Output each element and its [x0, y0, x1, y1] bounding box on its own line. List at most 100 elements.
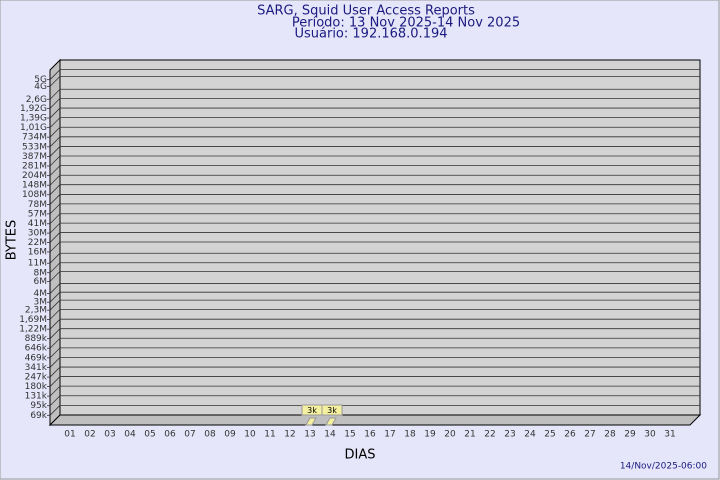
grid-line	[49, 155, 61, 167]
y-tick-label: 108M	[22, 190, 47, 200]
x-tick-label: 16	[364, 430, 376, 440]
grid-line	[49, 165, 61, 176]
y-tick-label: 4M	[34, 289, 48, 299]
grid-line	[49, 194, 61, 205]
y-tick-label: 1,39G	[20, 114, 47, 124]
y-tick-label: 95k	[30, 401, 47, 411]
y-tick-label: 148M	[22, 181, 47, 191]
x-tick-label: 12	[284, 430, 295, 440]
x-tick-label: 11	[264, 430, 275, 440]
grid-line	[49, 213, 61, 225]
x-tick-label: 04	[124, 430, 136, 440]
x-tick-label: 18	[404, 430, 416, 440]
x-tick-label: 03	[104, 430, 115, 440]
grid-line	[49, 385, 61, 397]
x-tick-label: 22	[484, 430, 495, 440]
bar	[325, 417, 337, 426]
x-tick-label: 10	[244, 430, 256, 440]
y-tick-label: 387M	[22, 152, 47, 162]
x-tick-label: 13	[304, 430, 315, 440]
x-tick-label: 07	[184, 430, 195, 440]
grid-line	[49, 76, 61, 87]
grid-line	[49, 146, 61, 157]
grid-line	[49, 174, 61, 186]
grid-line	[49, 136, 61, 148]
y-tick-label: 1,92G	[20, 104, 47, 114]
x-tick-label: 02	[84, 430, 95, 440]
y-tick-label: 1,22M	[19, 325, 47, 335]
x-tick-label: 08	[204, 430, 216, 440]
y-tick-label: 180k	[25, 382, 48, 392]
y-tick-label: 69k	[30, 411, 47, 421]
y-tick-label: 3M	[34, 298, 48, 308]
x-tick-label: 24	[524, 430, 536, 440]
grid-line	[49, 252, 61, 264]
y-tick-label: 41M	[28, 219, 47, 229]
grid-line	[49, 107, 61, 119]
x-tick-label: 05	[144, 430, 155, 440]
grid-line	[49, 117, 61, 128]
y-tick-label: 5G	[34, 75, 47, 85]
grid-line	[49, 347, 61, 359]
bar	[305, 417, 317, 426]
x-tick-label: 25	[544, 430, 555, 440]
y-tick-label: 1,01G	[20, 123, 47, 133]
grid-line	[49, 88, 61, 100]
x-tick-label: 17	[384, 430, 395, 440]
grid-line	[49, 232, 61, 243]
y-tick-label: 4G	[34, 82, 47, 92]
y-tick-label: 1,69M	[19, 315, 47, 325]
y-tick-label: 281M	[22, 162, 47, 172]
y-tick-label: 16M	[28, 247, 47, 257]
y-tick-label: 341k	[25, 363, 48, 373]
side-wall	[49, 58, 61, 427]
grid-line	[49, 184, 61, 195]
y-axis-label: BYTES	[5, 220, 20, 261]
grid-line	[49, 357, 61, 368]
chart-user: Usuário: 192.168.0.194	[294, 27, 447, 42]
grid-line	[49, 241, 61, 253]
grid-line	[49, 291, 61, 303]
grid-line	[49, 69, 61, 80]
x-tick-label: 19	[424, 430, 436, 440]
x-tick-label: 31	[664, 430, 675, 440]
y-tick-label: 6M	[34, 277, 48, 287]
grid-line	[49, 318, 61, 330]
grid-line	[49, 271, 61, 282]
grid-line	[49, 337, 61, 349]
grid-line	[49, 203, 61, 215]
y-tick-label: 204M	[22, 171, 47, 181]
y-tick-label: 734M	[22, 133, 47, 143]
grid-line	[49, 395, 61, 407]
x-tick-label: 09	[224, 430, 236, 440]
y-tick-label: 78M	[28, 200, 47, 210]
grid-line	[49, 328, 61, 339]
x-tick-label: 06	[164, 430, 176, 440]
grid-line	[49, 366, 61, 378]
grid-line	[49, 98, 61, 109]
y-tick-label: 469k	[25, 353, 48, 363]
y-tick-label: 22M	[28, 238, 47, 248]
x-tick-label: 14	[324, 430, 336, 440]
grid-line	[49, 299, 61, 311]
grid-line	[49, 405, 61, 416]
floor	[48, 414, 702, 426]
x-tick-label: 27	[584, 430, 595, 440]
grid-line	[49, 283, 61, 294]
grid-line	[49, 376, 61, 387]
x-tick-label: 30	[644, 430, 656, 440]
x-tick-label: 20	[444, 430, 456, 440]
grid-line	[49, 262, 61, 274]
y-tick-label: 30M	[28, 229, 47, 239]
x-tick-label: 26	[564, 430, 576, 440]
y-tick-label: 889k	[25, 334, 48, 344]
y-tick-label: 646k	[25, 344, 48, 354]
x-tick-label: 15	[344, 430, 355, 440]
y-tick-label: 11M	[28, 259, 47, 269]
grid-line	[49, 126, 61, 138]
y-tick-label: 2,3M	[25, 306, 47, 316]
footer-date: 14/Nov/2025-06:00	[620, 462, 707, 472]
chart-subtitle: Período: 13 Nov 2025-14 Nov 2025	[292, 16, 520, 31]
y-tick-label: 131k	[25, 392, 48, 402]
